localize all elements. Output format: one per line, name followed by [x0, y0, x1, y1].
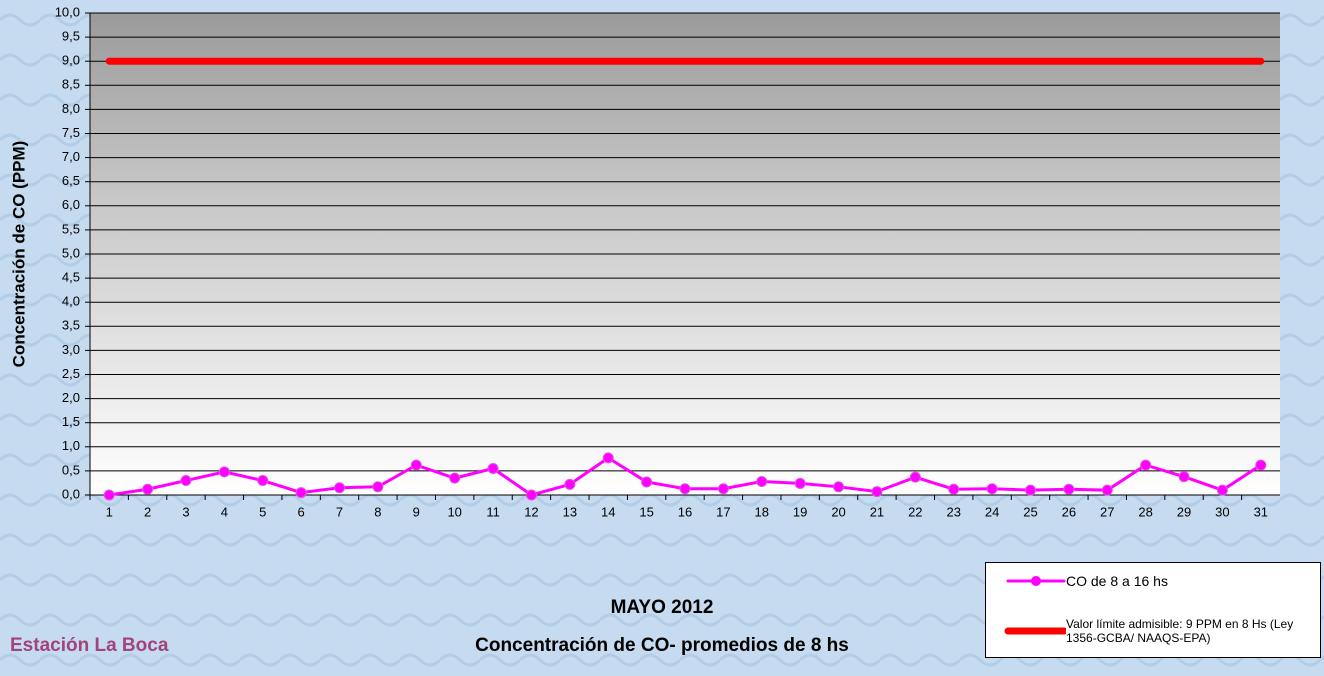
- y-tick-label: 9,5: [62, 29, 80, 44]
- data-point: [910, 472, 920, 482]
- y-tick-label: 8,5: [62, 77, 80, 92]
- x-tick-label: 25: [1023, 504, 1037, 519]
- x-tick-label: 9: [413, 504, 420, 519]
- data-point: [603, 453, 613, 463]
- x-tick-label: 8: [374, 504, 381, 519]
- data-point: [1102, 485, 1112, 495]
- y-tick-label: 9,0: [62, 53, 80, 68]
- y-tick-label: 1,5: [62, 414, 80, 429]
- data-point: [757, 477, 767, 487]
- data-point: [1064, 484, 1074, 494]
- y-axis-title: Concentración de CO (PPM): [9, 141, 28, 368]
- y-tick-label: 5,0: [62, 245, 80, 260]
- x-tick-label: 21: [870, 504, 884, 519]
- legend: CO de 8 a 16 hs Valor límite admisible: 9…: [985, 562, 1321, 658]
- x-tick-label: 20: [831, 504, 845, 519]
- data-point: [795, 478, 805, 488]
- y-tick-label: 8,0: [62, 101, 80, 116]
- x-tick-label: 23: [946, 504, 960, 519]
- data-point: [219, 467, 229, 477]
- y-tick-label: 3,5: [62, 318, 80, 333]
- x-tick-label: 31: [1254, 504, 1268, 519]
- data-point: [258, 476, 268, 486]
- x-tick-label: 15: [639, 504, 653, 519]
- data-point: [296, 488, 306, 498]
- x-tick-label: 27: [1100, 504, 1114, 519]
- data-point: [181, 476, 191, 486]
- y-tick-label: 0,0: [62, 486, 80, 501]
- y-tick-label: 0,5: [62, 462, 80, 477]
- x-tick-label: 26: [1062, 504, 1076, 519]
- x-tick-label: 1: [106, 504, 113, 519]
- legend-label: CO de 8 a 16 hs: [1066, 573, 1316, 589]
- x-tick-label: 3: [182, 504, 189, 519]
- data-point: [335, 483, 345, 493]
- x-tick-label: 14: [601, 504, 615, 519]
- chart-subtitle: Concentración de CO- promedios de 8 hs: [475, 635, 849, 656]
- x-tick-label: 10: [447, 504, 461, 519]
- data-point: [718, 484, 728, 494]
- data-point: [373, 482, 383, 492]
- x-tick-label: 12: [524, 504, 538, 519]
- x-tick-label: 28: [1138, 504, 1152, 519]
- y-tick-label: 10,0: [55, 4, 80, 19]
- x-tick-label: 2: [144, 504, 151, 519]
- chart-title: MAYO 2012: [611, 597, 714, 618]
- data-point: [987, 484, 997, 494]
- x-tick-label: 6: [298, 504, 305, 519]
- data-point: [949, 484, 959, 494]
- legend-marker: [986, 571, 1066, 591]
- x-tick-label: 16: [678, 504, 692, 519]
- station-label: Estación La Boca: [10, 635, 169, 656]
- x-tick-label: 13: [563, 504, 577, 519]
- x-tick-label: 29: [1177, 504, 1191, 519]
- legend-label: Valor límite admisible: 9 PPM en 8 Hs (L…: [1066, 617, 1316, 645]
- data-point: [565, 479, 575, 489]
- data-point: [526, 490, 536, 500]
- y-tick-label: 7,0: [62, 149, 80, 164]
- data-point: [680, 484, 690, 494]
- data-point: [450, 473, 460, 483]
- data-point: [872, 487, 882, 497]
- y-tick-label: 4,0: [62, 294, 80, 309]
- data-point: [411, 460, 421, 470]
- y-tick-label: 7,5: [62, 125, 80, 140]
- data-point: [1141, 460, 1151, 470]
- x-tick-label: 4: [221, 504, 228, 519]
- y-tick-label: 6,5: [62, 173, 80, 188]
- y-tick-label: 3,0: [62, 342, 80, 357]
- data-point: [834, 482, 844, 492]
- legend-entry: Valor límite admisible: 9 PPM en 8 Hs (L…: [986, 617, 1316, 645]
- y-tick-label: 2,0: [62, 390, 80, 405]
- data-point: [143, 484, 153, 494]
- y-tick-label: 2,5: [62, 366, 80, 381]
- data-point: [488, 463, 498, 473]
- x-tick-label: 18: [755, 504, 769, 519]
- x-tick-label: 7: [336, 504, 343, 519]
- data-point: [1217, 485, 1227, 495]
- y-tick-label: 6,0: [62, 197, 80, 212]
- y-tick-label: 4,5: [62, 270, 80, 285]
- data-point: [642, 477, 652, 487]
- x-tick-label: 19: [793, 504, 807, 519]
- data-point: [1025, 485, 1035, 495]
- data-point: [1179, 472, 1189, 482]
- page: Concentración de CO (PPM) MAYO 2012 Conc…: [0, 0, 1324, 676]
- legend-entry: CO de 8 a 16 hs: [986, 571, 1316, 591]
- y-tick-label: 5,5: [62, 221, 80, 236]
- x-tick-label: 30: [1215, 504, 1229, 519]
- x-tick-label: 5: [259, 504, 266, 519]
- data-point: [104, 490, 114, 500]
- x-tick-label: 11: [486, 504, 500, 519]
- x-tick-label: 22: [908, 504, 922, 519]
- legend-marker: [986, 621, 1066, 641]
- y-tick-label: 1,0: [62, 438, 80, 453]
- x-tick-label: 17: [716, 504, 730, 519]
- x-tick-label: 24: [985, 504, 999, 519]
- data-point: [1256, 460, 1266, 470]
